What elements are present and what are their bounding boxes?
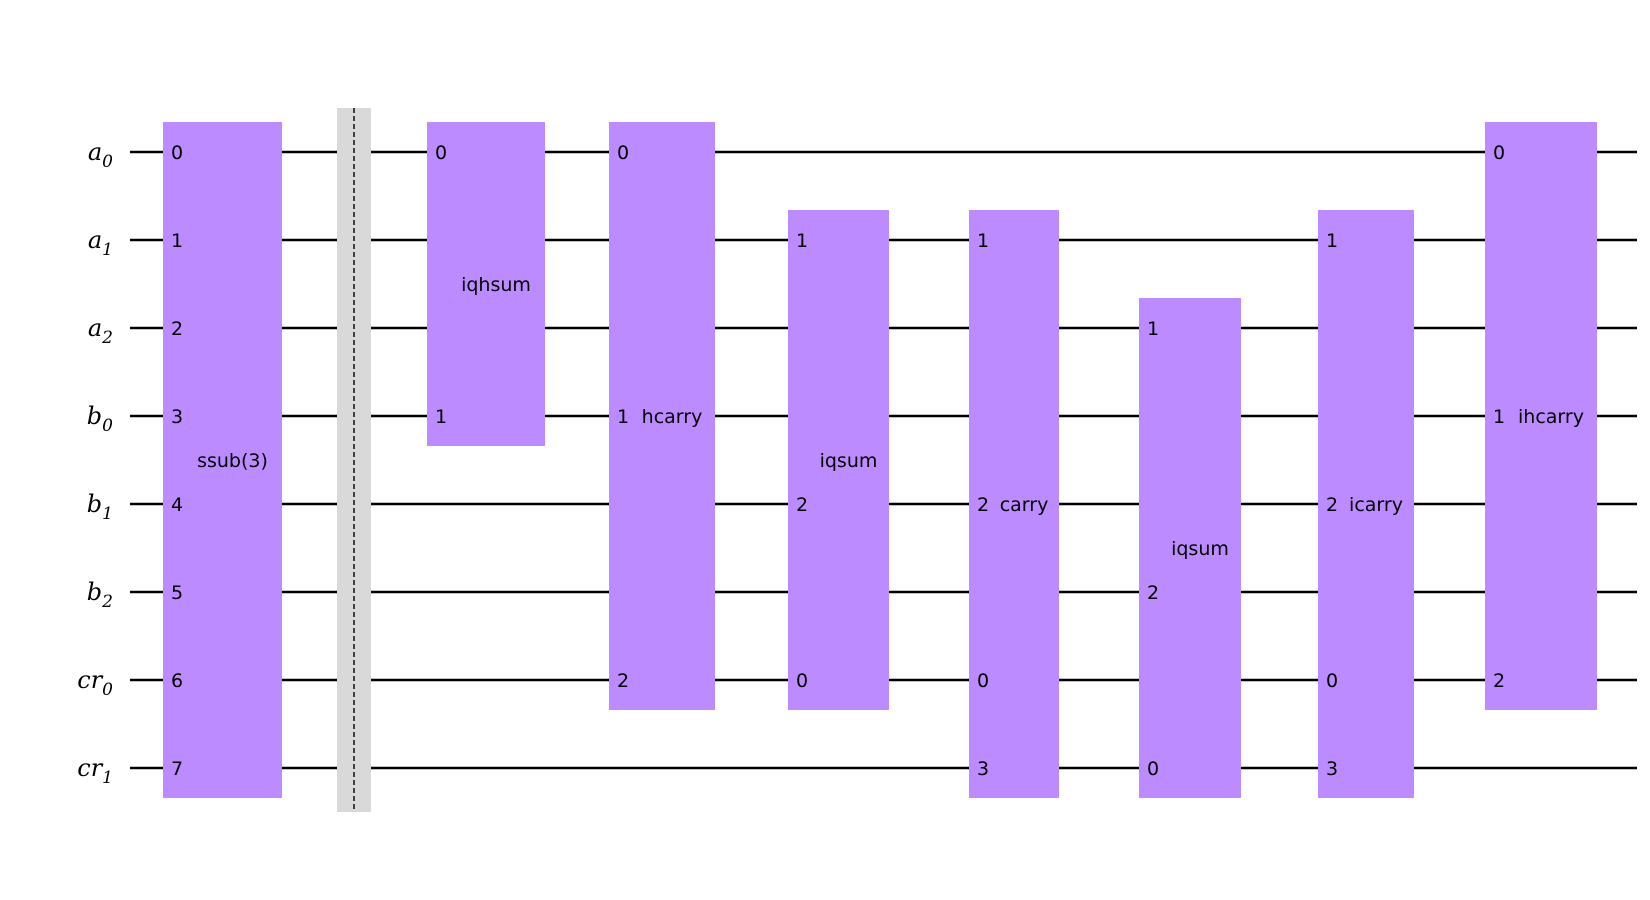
gate-pin-label: 0 [1147, 758, 1159, 780]
gate-pin-label: 2 [617, 670, 629, 692]
qubit-label-cr1: cr1 [77, 754, 113, 788]
gate-pin-label: 1 [435, 406, 447, 428]
qubit-label-a0: a0 [88, 138, 113, 172]
gate-pin-label: 0 [171, 142, 183, 164]
gate-ihcarry-7: 0 1 2 ihcarry [1485, 122, 1597, 710]
gate-pin-label: 5 [171, 582, 183, 604]
gate-pin-label: 3 [977, 758, 989, 780]
gate-pin-label: 0 [977, 670, 989, 692]
gate-name: iqsum [820, 450, 878, 472]
gate-name: hcarry [642, 406, 703, 428]
gate-pin-label: 2 [1493, 670, 1505, 692]
gate-pin-label: 0 [1493, 142, 1505, 164]
qubit-label-b0: b0 [87, 402, 113, 436]
gate-box [1139, 298, 1241, 798]
gate-pin-label: 2 [1326, 494, 1338, 516]
gate-pin-label: 1 [1493, 406, 1505, 428]
gate-pin-label: 0 [1326, 670, 1338, 692]
barrier-layer [337, 108, 371, 812]
gate-pin-label: 1 [171, 230, 183, 252]
gate-box [788, 210, 889, 710]
gate-pin-label: 1 [1147, 318, 1159, 340]
gate-box [427, 122, 545, 446]
gate-pin-label: 0 [435, 142, 447, 164]
gate-pin-label: 4 [171, 494, 183, 516]
gate-pin-label: 3 [1326, 758, 1338, 780]
gate-pin-label: 7 [171, 758, 183, 780]
gate-carry-4: 1 2 0 3 carry [969, 210, 1059, 798]
gate-pin-label: 1 [796, 230, 808, 252]
gate-pin-label: 2 [796, 494, 808, 516]
gate-box [1318, 210, 1414, 798]
gate-name: carry [1000, 494, 1049, 516]
gate-iqsum-3: 1 2 0 iqsum [788, 210, 889, 710]
gate-icarry-6: 1 2 0 3 icarry [1318, 210, 1414, 798]
gates-layer: 0 1 2 3 4 5 6 7 ssub(3) 0 1 iqhsum 0 1 2 hcarry 1 2 0 iqsum… [163, 122, 1597, 798]
qubit-label-a1: a1 [88, 226, 113, 260]
gate-pin-label: 2 [1147, 582, 1159, 604]
gate-pin-label: 1 [617, 406, 629, 428]
gate-name: icarry [1349, 494, 1403, 516]
gate-iqhsum-1: 0 1 iqhsum [427, 122, 545, 446]
gate-iqsum-5: 1 2 0 iqsum [1139, 298, 1241, 798]
gate-pin-label: 1 [977, 230, 989, 252]
qubit-label-a2: a2 [88, 314, 113, 348]
gate-box [609, 122, 715, 710]
gate-pin-label: 3 [171, 406, 183, 428]
gate-pin-label: 0 [796, 670, 808, 692]
gate-name: ssub(3) [197, 450, 268, 472]
gate-box [969, 210, 1059, 798]
qubit-label-b2: b2 [87, 578, 113, 612]
gate-box [163, 122, 282, 798]
gate-hcarry-2: 0 1 2 hcarry [609, 122, 715, 710]
gate-pin-label: 0 [617, 142, 629, 164]
gate-name: iqsum [1171, 538, 1229, 560]
gate-pin-label: 1 [1326, 230, 1338, 252]
gate-ssub3-0: 0 1 2 3 4 5 6 7 ssub(3) [163, 122, 282, 798]
gate-name: iqhsum [461, 274, 531, 296]
gate-pin-label: 6 [171, 670, 183, 692]
qubit-label-b1: b1 [87, 490, 113, 524]
gate-pin-label: 2 [977, 494, 989, 516]
qubit-labels: a0 a1 a2 b0 b1 b2 cr0 cr1 [77, 138, 113, 788]
gate-pin-label: 2 [171, 318, 183, 340]
gate-box [1485, 122, 1597, 710]
gate-name: ihcarry [1518, 406, 1584, 428]
qubit-label-cr0: cr0 [77, 666, 113, 700]
